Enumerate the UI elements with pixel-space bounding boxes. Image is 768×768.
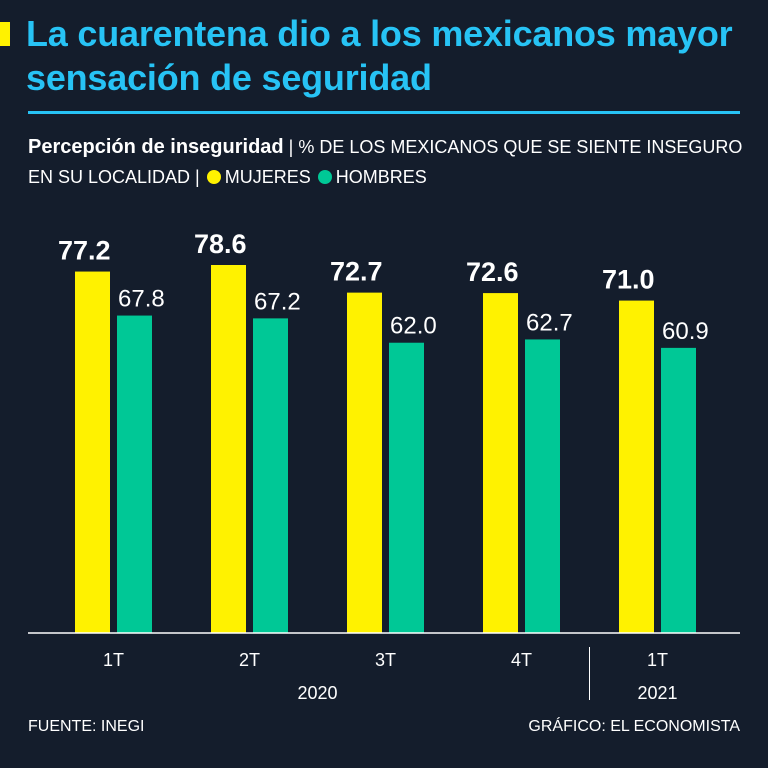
title-accent-mark bbox=[0, 22, 10, 46]
data-label-mujeres: 71.0 bbox=[602, 265, 655, 295]
source-note: FUENTE: INEGI bbox=[28, 718, 145, 735]
x-tick-label: 4T bbox=[511, 650, 532, 670]
year-label: 2020 bbox=[297, 683, 337, 703]
year-label: 2021 bbox=[637, 683, 677, 703]
data-label-hombres: 60.9 bbox=[662, 318, 709, 345]
bar-hombres bbox=[253, 318, 288, 633]
legend-swatch-hombres bbox=[317, 170, 332, 184]
data-label-mujeres: 72.6 bbox=[466, 257, 519, 287]
bar-mujeres bbox=[211, 265, 246, 633]
bar-mujeres bbox=[619, 300, 654, 633]
legend-label-hombres: HOMBRES bbox=[335, 167, 427, 187]
credit-note: GRÁFICO: EL ECONOMISTA bbox=[528, 718, 740, 735]
bar-mujeres bbox=[75, 271, 110, 633]
chart-title: La cuarentena dio a los mexicanos mayor … bbox=[26, 13, 733, 98]
legend-label-mujeres: MUJERES bbox=[224, 167, 311, 187]
subtitle-separator: | bbox=[283, 137, 299, 157]
bar-hombres bbox=[525, 339, 560, 633]
legend-swatch-mujeres bbox=[206, 170, 221, 184]
chart-subtitle: Percepción de inseguridad | % DE LOS MEX… bbox=[28, 132, 748, 192]
bar-mujeres bbox=[483, 293, 518, 633]
title-divider bbox=[28, 111, 740, 114]
x-tick-label: 2T bbox=[239, 650, 260, 670]
subtitle-separator: | bbox=[190, 167, 205, 187]
bar-mujeres bbox=[347, 292, 382, 633]
subtitle-description: % DE LOS MEXICANOS QUE SE SIENTE INSEGUR… bbox=[28, 137, 743, 187]
data-label-mujeres: 72.7 bbox=[330, 257, 383, 287]
x-tick-label: 1T bbox=[647, 650, 668, 670]
data-label-hombres: 67.2 bbox=[254, 288, 301, 315]
data-label-hombres: 62.7 bbox=[526, 309, 573, 336]
bar-hombres bbox=[117, 315, 152, 633]
data-label-mujeres: 77.2 bbox=[58, 236, 111, 266]
bar-hombres bbox=[389, 342, 424, 633]
bar-hombres bbox=[661, 347, 696, 633]
x-tick-label: 3T bbox=[375, 650, 396, 670]
data-label-hombres: 62.0 bbox=[390, 313, 437, 340]
x-tick-label: 1T bbox=[103, 650, 124, 670]
subtitle-heading: Percepción de inseguridad bbox=[28, 136, 284, 158]
legend: MUJERES HOMBRES bbox=[205, 167, 427, 187]
data-label-hombres: 67.8 bbox=[118, 286, 165, 313]
data-label-mujeres: 78.6 bbox=[194, 229, 247, 259]
